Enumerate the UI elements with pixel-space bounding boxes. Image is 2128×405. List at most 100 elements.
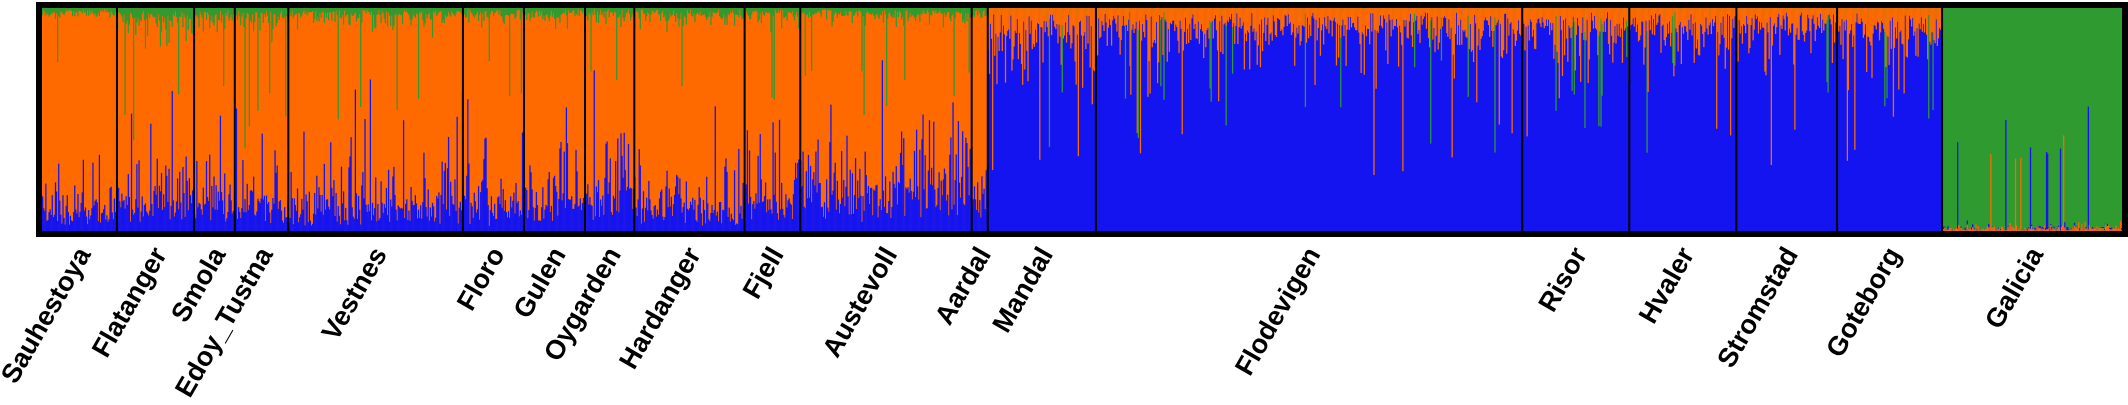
admixture-segment [837,8,840,14]
admixture-segment [286,8,288,17]
admixture-segment [610,212,612,231]
admixture-segment [781,8,783,29]
admixture-segment [587,8,589,21]
admixture-segment [432,206,435,231]
admixture-segment [1250,8,1252,26]
admixture-segment [477,186,480,231]
admixture-segment [1834,8,1837,23]
admixture-segment [815,8,817,14]
admixture-segment [303,131,305,231]
admixture-segment [342,8,345,25]
admixture-segment [766,8,768,12]
admixture-segment [1599,8,1601,32]
admixture-segment [790,204,792,231]
admixture-segment [314,192,316,231]
admixture-segment [1633,8,1635,27]
admixture-segment [1482,8,1484,31]
admixture-segment [1080,8,1083,36]
admixture-segment [707,203,709,231]
admixture-segment [623,132,625,231]
population-label-mandal: Mandal [987,242,1059,338]
admixture-segment [1881,8,1883,22]
admixture-segment [128,8,131,25]
admixture-segment [184,216,186,231]
admixture-segment [2002,226,2004,231]
admixture-segment [1928,8,1930,16]
admixture-segment [806,198,809,231]
admixture-segment [1683,8,1686,26]
admixture-segment [889,8,891,13]
admixture-segment [965,137,967,231]
admixture-segment [1088,8,1090,17]
admixture-segment [1598,8,1600,127]
admixture-segment [854,8,857,13]
admixture-segment [1067,8,1069,33]
admixture-segment [859,8,861,11]
admixture-segment [472,217,474,231]
admixture-segment [883,206,886,231]
admixture-segment [164,8,166,18]
admixture-segment [1136,8,1138,134]
admixture-segment [1876,8,1878,22]
admixture-segment [83,210,86,231]
admixture-segment [534,8,536,14]
admixture-segment [956,8,958,13]
admixture-segment [130,113,133,231]
admixture-segment [362,172,364,231]
admixture-segment [58,8,60,16]
admixture-segment [1846,8,1849,161]
admixture-segment [1862,8,1865,38]
admixture-segment [1536,8,1538,24]
admixture-segment [1933,8,1935,41]
admixture-segment [1726,8,1729,15]
admixture-segment [649,199,651,231]
admixture-segment [2012,227,2015,231]
admixture-segment [656,8,659,11]
admixture-segment [1229,8,1232,20]
admixture-segment [727,8,729,14]
admixture-segment [2042,228,2045,231]
admixture-segment [843,8,845,17]
admixture-segment [1749,8,1751,48]
admixture-segment [1918,8,1920,24]
admixture-segment [1985,228,1988,231]
admixture-segment [2030,226,2033,231]
admixture-segment [1816,8,1819,18]
admixture-segment [972,199,975,231]
admixture-segment [1160,8,1162,87]
admixture-segment [1842,8,1844,60]
admixture-segment [296,188,299,231]
admixture-segment [547,179,549,231]
admixture-segment [533,220,535,231]
admixture-segment [1589,8,1591,33]
admixture-segment [398,207,400,231]
admixture-segment [1163,8,1165,12]
admixture-segment [1245,8,1248,42]
admixture-segment [213,8,215,26]
admixture-segment [1635,8,1638,33]
admixture-segment [952,8,954,14]
admixture-segment [617,138,619,231]
admixture-segment [1989,229,1991,231]
admixture-segment [2009,222,2011,231]
admixture-segment [617,8,619,18]
admixture-segment [1527,8,1529,26]
admixture-segment [1162,8,1164,55]
admixture-segment [836,8,838,19]
admixture-segment [1743,8,1746,26]
admixture-segment [1345,8,1347,66]
admixture-segment [1090,8,1092,27]
admixture-segment [823,202,826,231]
admixture-segment [930,8,933,16]
admixture-segment [274,8,276,15]
admixture-segment [984,209,986,231]
admixture-segment [898,183,901,231]
admixture-segment [1854,8,1856,150]
admixture-segment [1111,8,1114,21]
admixture-segment [754,208,756,231]
admixture-segment [713,209,715,231]
admixture-segment [996,8,998,85]
admixture-segment [1868,8,1870,38]
admixture-segment [393,8,395,26]
admixture-segment [728,8,730,16]
